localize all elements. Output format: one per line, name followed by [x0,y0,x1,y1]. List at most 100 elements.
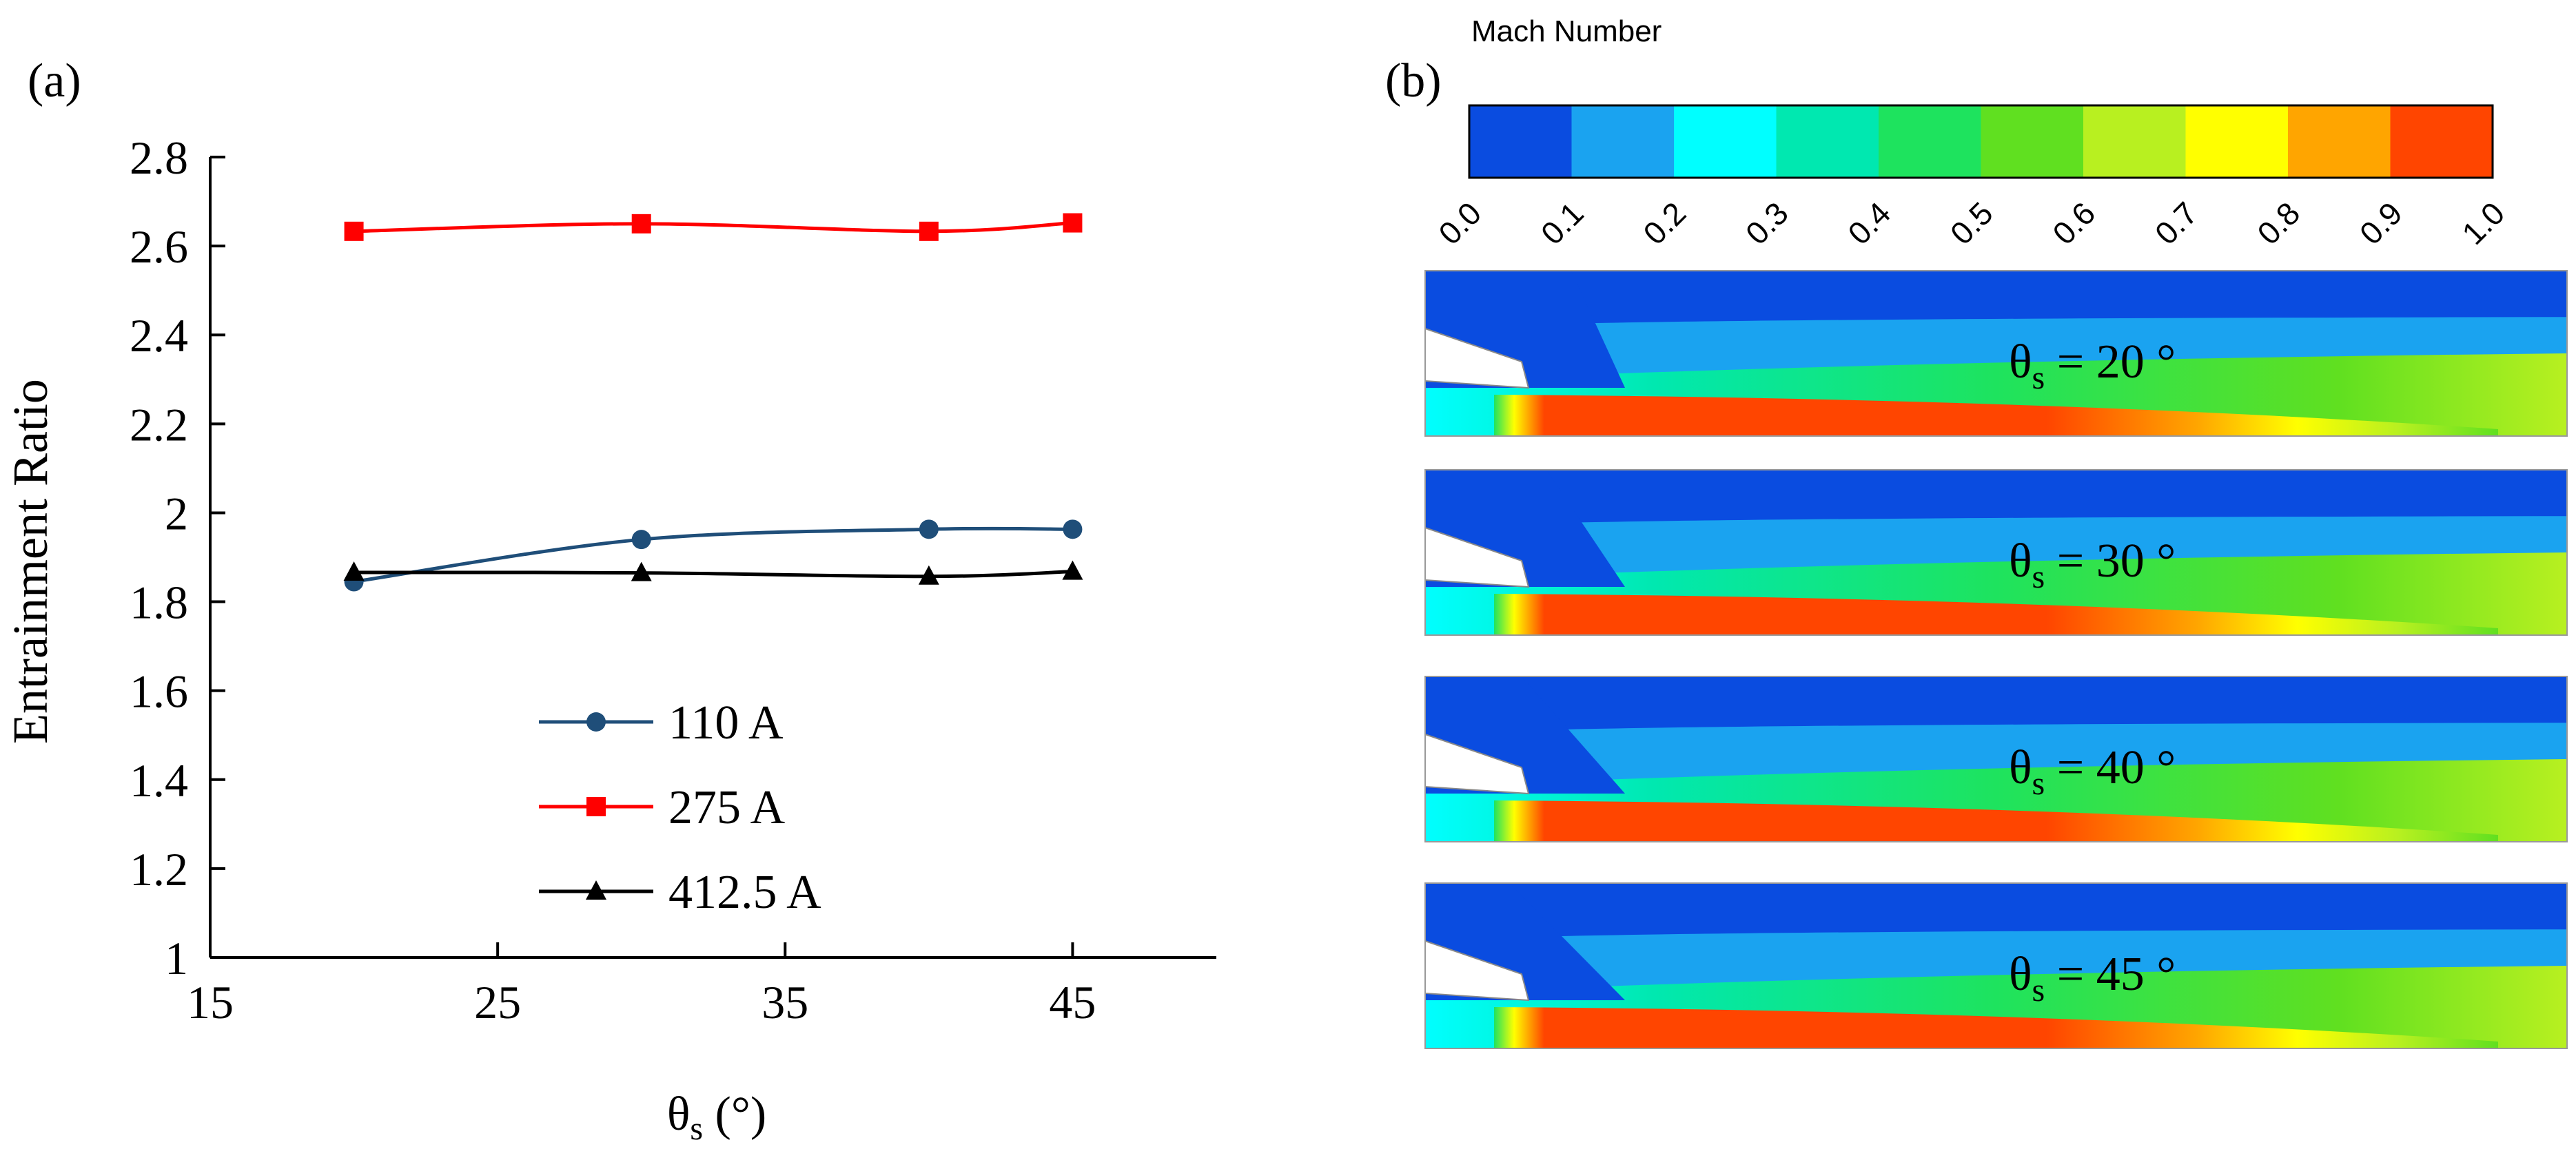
theta-label: θs = 30 ° [2009,535,2176,595]
y-tick-label: 1 [165,932,188,984]
x-tick-label: 15 [187,976,234,1028]
tick-labels: 1 1.2 1.4 1.6 1.8 2 2.2 2.4 2.6 2.8 15 25 35 45 [130,132,1096,1028]
data-point [919,519,939,539]
contour-panel-20: θs = 20 ° [1424,270,2568,437]
legend-marker [586,880,606,900]
y-tick-label: 1.4 [130,754,188,807]
theta-subscript: s [2032,765,2045,802]
series-412-5-a [343,560,1083,585]
data-point [919,221,939,241]
colorbar-tick-label: 0.5 [1943,195,2000,251]
panel-frame [1424,270,2568,437]
colorbar-tick-label: 0.1 [1534,195,1591,251]
legend-label: 110 A [668,696,784,749]
x-tick-label: 35 [761,976,808,1028]
colorbar-tick-label: 0.0 [1431,195,1488,251]
colorbar-segment [1571,105,1675,178]
theta-label: θs = 40 ° [2009,741,2176,802]
colorbar-title: Mach Number [1471,14,1662,48]
contour-panels: θs = 20 °θs = 30 °θs = 40 °θs = 45 ° [1424,270,2568,1049]
data-point [918,565,939,585]
series-110-a [344,519,1083,592]
series-group [343,213,1083,592]
primary-jet [1494,594,2498,635]
panel-b-label: (b) [1385,54,1442,107]
y-axis-label: Entrainment Ratio [3,379,58,744]
y-tick-label: 1.6 [130,665,188,718]
colorbar-segment [2288,105,2391,178]
colorbar-tick-label: 0.4 [1841,195,1897,251]
legend-label: 412.5 A [668,866,821,919]
theta-symbol: θ [2009,741,2032,794]
theta-label: θs = 45 ° [2009,948,2176,1008]
colorbar-tick-label: 0.6 [2045,195,2102,251]
panel-frame [1424,882,2568,1049]
data-point [1062,560,1083,580]
theta-subscript: s [2032,972,2045,1008]
colorbar-frame [1468,104,2494,179]
theta-value: = 30 ° [2045,535,2176,588]
data-point [631,530,651,550]
theta-label: θs = 20 ° [2009,335,2176,396]
data-point [631,561,652,581]
colorbar-segment [1981,105,2084,178]
theta-symbol: θ [2009,948,2032,1001]
colorbar-tick-label: 0.7 [2148,195,2205,251]
x-axis-label: θs (°) [667,1088,766,1147]
series-line [354,221,1073,234]
data-point [343,561,365,581]
y-tick-label: 1.8 [130,577,188,629]
legend: 110 A 275 A 412.5 A [539,696,821,919]
data-point [631,214,651,234]
colorbar-tick-label: 0.9 [2353,195,2409,251]
theta-symbol: θ [2009,535,2032,588]
primary-jet [1494,395,2498,436]
y-tick-label: 2.2 [130,398,188,451]
colorbar-segment [2185,105,2289,178]
contour-panel-40: θs = 40 ° [1424,676,2568,842]
series-275-a [344,213,1083,241]
colorbar-tick-label: 0.2 [1636,195,1693,251]
colorbar-tick-label: 0.3 [1739,195,1795,251]
colorbar-segment [1674,105,1777,178]
legend-label: 275 A [668,781,786,834]
legend-item: 412.5 A [539,866,821,919]
contour-panel-45: θs = 45 ° [1424,882,2568,1049]
chart-a: 1 1.2 1.4 1.6 1.8 2 2.2 2.4 2.6 2.8 15 25 35 45 [130,132,1216,1028]
panel-a-label: (a) [28,54,81,107]
legend-item: 110 A [539,696,784,749]
panel-frame [1424,469,2568,636]
colorbar: 0.0 0.1 0.2 0.3 0.4 0.5 0.6 0.7 0.8 0.9 1.0 [1431,104,2511,251]
data-point [1063,519,1083,539]
y-tick-label: 2.4 [130,309,188,362]
legend-item: 275 A [539,781,786,834]
data-point [344,221,364,241]
primary-jet [1494,1007,2498,1048]
axes [209,156,1216,959]
y-tick-label: 2.8 [130,132,188,184]
theta-value: = 40 ° [2045,741,2176,794]
data-point [1063,213,1083,233]
colorbar-segment [1469,105,1572,178]
colorbar-segment [2083,105,2186,178]
contour-panel-30: θs = 30 ° [1424,469,2568,636]
series-line [354,526,1073,583]
legend-marker [586,712,606,732]
y-tick-label: 2.6 [130,220,188,273]
colorbar-segment [1776,105,1879,178]
series-line [354,570,1073,579]
y-tick-label: 2 [165,487,188,539]
y-tick-label: 1.2 [130,843,188,896]
x-tick-label: 45 [1049,976,1096,1028]
colorbar-tick-label: 1.0 [2455,195,2511,251]
colorbar-tick-label: 0.8 [2250,195,2307,251]
legend-marker [586,797,606,816]
colorbar-segment [2390,105,2493,178]
x-tick-label: 25 [474,976,521,1028]
theta-value: = 20 ° [2045,335,2176,389]
theta-value: = 45 ° [2045,948,2176,1001]
theta-subscript: s [2032,360,2045,396]
colorbar-segment [1879,105,1981,178]
theta-subscript: s [2032,559,2045,595]
